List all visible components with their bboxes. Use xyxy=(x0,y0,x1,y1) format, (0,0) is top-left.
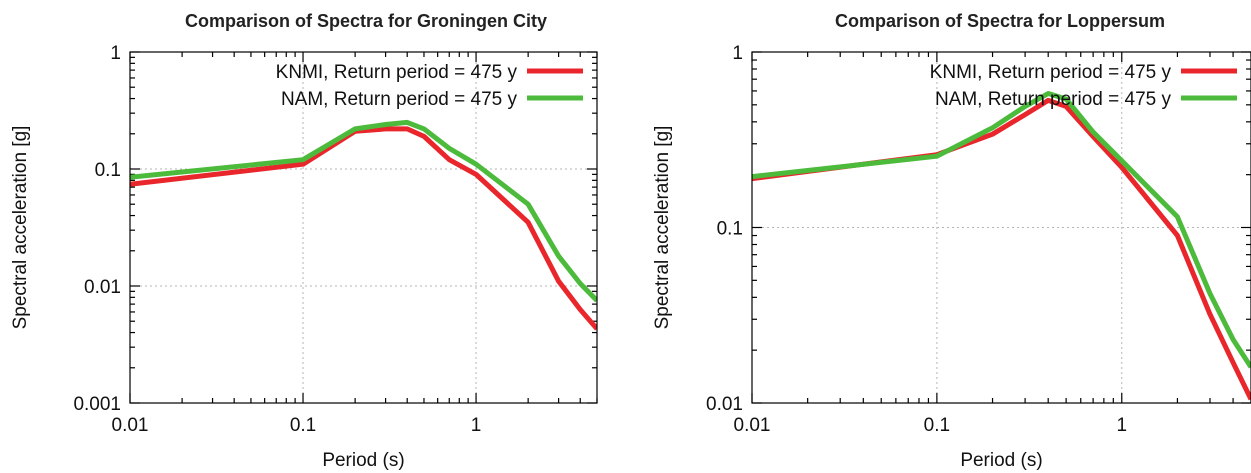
plot-frame xyxy=(129,51,598,404)
x-tick-label: 0.1 xyxy=(924,415,950,436)
legend-label: NAM, Return period = 475 y xyxy=(935,89,1172,110)
y-axis-label: Spectral acceleration [g] xyxy=(652,126,673,330)
y-tick-label: 0.001 xyxy=(73,394,121,415)
x-tick-label: 0.01 xyxy=(112,415,149,436)
y-tick-label: 0.01 xyxy=(706,394,743,415)
y-axis-label: Spectral acceleration [g] xyxy=(10,126,31,330)
legend-label: KNMI, Return period = 475 y xyxy=(276,62,518,83)
series-line-knmi xyxy=(130,126,597,331)
y-tick-label: 1 xyxy=(732,43,743,64)
x-axis-label: Period (s) xyxy=(322,450,404,471)
x-axis-label: Period (s) xyxy=(960,450,1042,471)
series-line-nam xyxy=(752,91,1251,369)
chart-title: Comparison of Spectra for Groningen City xyxy=(185,11,547,31)
chart-1: Comparison of Spectra for Groningen City… xyxy=(10,11,598,471)
x-tick-label: 0.1 xyxy=(290,415,316,436)
legend-label: NAM, Return period = 475 y xyxy=(281,89,518,110)
series-line-nam xyxy=(130,119,597,303)
chart-title: Comparison of Spectra for Loppersum xyxy=(835,11,1165,31)
y-tick-label: 0.1 xyxy=(95,160,121,181)
series-line-knmi xyxy=(752,97,1251,401)
x-tick-label: 1 xyxy=(1116,415,1127,436)
y-tick-label: 0.1 xyxy=(717,219,743,240)
legend-label: KNMI, Return period = 475 y xyxy=(930,62,1172,83)
plot-frame xyxy=(751,51,1251,404)
y-tick-label: 1 xyxy=(110,43,121,64)
y-tick-label: 0.01 xyxy=(84,277,121,298)
x-tick-label: 0.01 xyxy=(734,415,771,436)
x-tick-label: 1 xyxy=(471,415,482,436)
